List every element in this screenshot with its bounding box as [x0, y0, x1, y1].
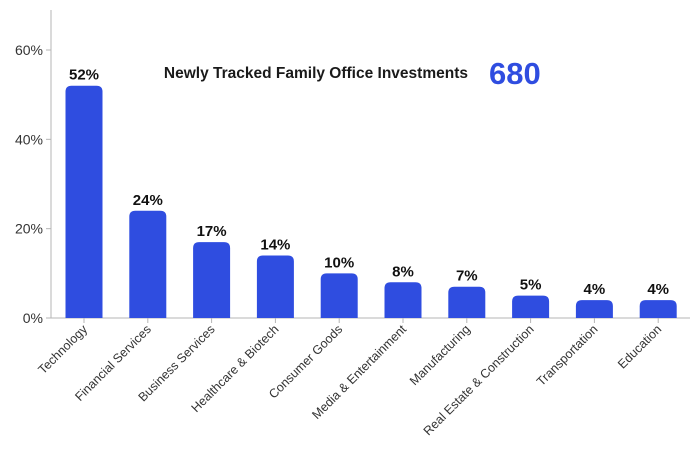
y-tick-label: 40% — [15, 131, 43, 147]
bar-real-estate-construction — [512, 295, 550, 318]
x-axis — [51, 317, 690, 323]
y-tick-label: 60% — [15, 42, 43, 58]
data-labels-group: 52% 24% 17% 14% 10% 8% 7% 5% 4% 4% — [69, 67, 669, 298]
y-axis: 0% 20% 40% 60% — [15, 10, 52, 326]
data-label: 10% — [324, 254, 354, 271]
data-label: 4% — [647, 281, 669, 298]
bar-business-services — [193, 242, 231, 318]
chart-total-value: 680 — [489, 56, 541, 91]
data-label: 14% — [260, 236, 290, 253]
x-tick-label: Education — [615, 322, 664, 371]
y-tick-label: 20% — [15, 221, 43, 237]
bar-transportation — [575, 300, 613, 318]
data-label: 8% — [392, 263, 414, 280]
x-tick-label: Manufacturing — [407, 322, 473, 388]
x-tick-label: Real Estate & Construction — [421, 322, 537, 438]
x-tick-label: Technology — [35, 322, 90, 377]
x-tick-label: Transportation — [534, 322, 601, 389]
data-label: 52% — [69, 67, 99, 84]
bars-group — [65, 85, 677, 318]
data-label: 24% — [133, 192, 163, 209]
bar-financial-services — [129, 210, 167, 318]
bar-consumer-goods — [320, 273, 358, 318]
bar-technology — [65, 85, 103, 318]
bar-healthcare-biotech — [256, 255, 294, 318]
data-label: 7% — [456, 268, 478, 285]
bar-manufacturing — [448, 286, 486, 318]
chart-title: Newly Tracked Family Office Investments — [164, 65, 468, 82]
data-label: 4% — [584, 281, 606, 298]
chart-title-group: Newly Tracked Family Office Investments … — [164, 56, 541, 91]
data-label: 17% — [197, 223, 227, 240]
data-label: 5% — [520, 277, 542, 294]
y-tick-label: 0% — [23, 310, 43, 326]
bar-media-entertainment — [384, 282, 422, 318]
bar-education — [639, 300, 677, 318]
